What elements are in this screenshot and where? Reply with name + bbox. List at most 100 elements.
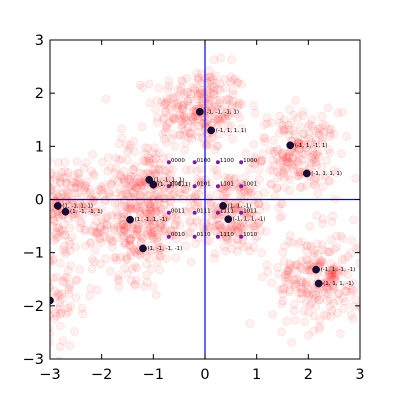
cloud-point <box>119 238 129 248</box>
cloud-point <box>98 185 107 194</box>
cloud-point <box>272 183 282 193</box>
cloud-point <box>50 207 54 216</box>
cloud-point <box>221 225 231 235</box>
cloud-point <box>147 202 156 211</box>
tick-layer: −3 −2 −1 0 1 2 3 3 2 1 0 −1 −2 −3 <box>23 33 365 383</box>
cloud-point <box>182 74 192 83</box>
cloud-point <box>228 108 237 117</box>
cloud-point <box>201 140 211 150</box>
cloud-point <box>101 213 111 223</box>
cloud-point <box>132 203 141 213</box>
cloud-point <box>278 148 288 157</box>
cloud-point <box>206 198 216 207</box>
cloud-point <box>133 224 142 233</box>
cloud-point <box>287 160 297 169</box>
cloud-point <box>300 141 310 150</box>
cloud-point <box>96 222 105 232</box>
cloud-point <box>119 220 129 229</box>
cloud-point <box>178 115 187 124</box>
cloud-point <box>246 218 255 228</box>
cloud-point <box>313 249 323 259</box>
cloud-point <box>202 237 211 246</box>
cloud-point <box>330 274 339 284</box>
cloud-point <box>280 273 290 283</box>
cloud-point <box>89 227 98 236</box>
cloud-point <box>177 76 186 85</box>
cloud-point <box>125 203 135 213</box>
cloud-point <box>81 241 90 250</box>
cloud-point <box>247 208 257 217</box>
cloud-point <box>275 156 285 165</box>
cloud-point <box>296 275 305 285</box>
cloud-point <box>333 289 343 299</box>
cloud-point <box>111 164 121 173</box>
cloud-point <box>322 277 332 287</box>
cloud-point <box>135 202 145 212</box>
cloud-point <box>87 226 96 235</box>
cloud-point <box>303 146 313 156</box>
cloud-point <box>148 205 158 214</box>
cloud-point <box>123 183 133 192</box>
cloud-point <box>246 188 255 198</box>
cloud-point <box>100 232 109 241</box>
cloud-point <box>330 245 339 254</box>
cloud-point <box>296 288 306 297</box>
cloud-point <box>211 226 220 235</box>
cloud-point <box>52 223 62 233</box>
cloud-point <box>145 98 155 108</box>
cloud-point <box>59 245 68 255</box>
cloud-point <box>349 302 358 312</box>
cloud-point <box>193 202 202 211</box>
point-label: (1, -1, 1, 1) <box>154 177 185 183</box>
cloud-point <box>140 157 150 166</box>
cloud-point <box>157 97 166 106</box>
cloud-point <box>170 220 180 229</box>
cloud-point <box>55 173 65 182</box>
cloud-point <box>208 210 218 220</box>
cloud-point <box>298 277 307 287</box>
cloud-point <box>273 154 282 163</box>
cloud-point <box>156 219 165 229</box>
cloud-point <box>295 169 304 178</box>
cloud-point <box>219 191 228 201</box>
cloud-point <box>81 181 90 191</box>
cloud-point <box>64 284 73 294</box>
cloud-point <box>216 105 225 114</box>
cloud-point <box>60 230 69 240</box>
cloud-point <box>218 229 228 238</box>
code-point <box>192 160 197 165</box>
cloud-point <box>309 326 318 336</box>
cloud-point <box>136 231 145 240</box>
cloud-point <box>159 194 169 203</box>
cloud-point <box>145 226 154 235</box>
cloud-point <box>310 176 319 185</box>
cloud-point <box>325 302 335 312</box>
cloud-point <box>314 152 324 161</box>
cloud-point <box>134 206 144 216</box>
cloud-point <box>76 223 85 233</box>
cloud-point <box>141 214 150 224</box>
cloud-point <box>292 267 302 277</box>
cloud-point <box>338 293 348 303</box>
cloud-point <box>270 191 280 201</box>
cloud-point <box>185 227 195 237</box>
cloud-point <box>82 177 92 187</box>
cloud-point <box>203 108 212 118</box>
cloud-point <box>65 223 75 233</box>
cloud-point <box>92 207 102 217</box>
cloud-point <box>284 125 294 135</box>
cloud-point <box>110 253 119 263</box>
cloud-point <box>269 148 278 158</box>
cloud-point <box>321 276 330 286</box>
cloud-point <box>226 77 235 87</box>
cloud-point <box>184 133 193 142</box>
cloud-point <box>224 95 234 105</box>
cloud-point <box>203 221 212 231</box>
cloud-point <box>207 103 217 113</box>
cloud-point <box>149 227 159 236</box>
cloud-point <box>275 213 285 222</box>
cloud-point <box>98 189 107 199</box>
cloud-point <box>294 138 303 148</box>
cloud-point <box>210 111 220 121</box>
cloud-point <box>268 156 277 165</box>
